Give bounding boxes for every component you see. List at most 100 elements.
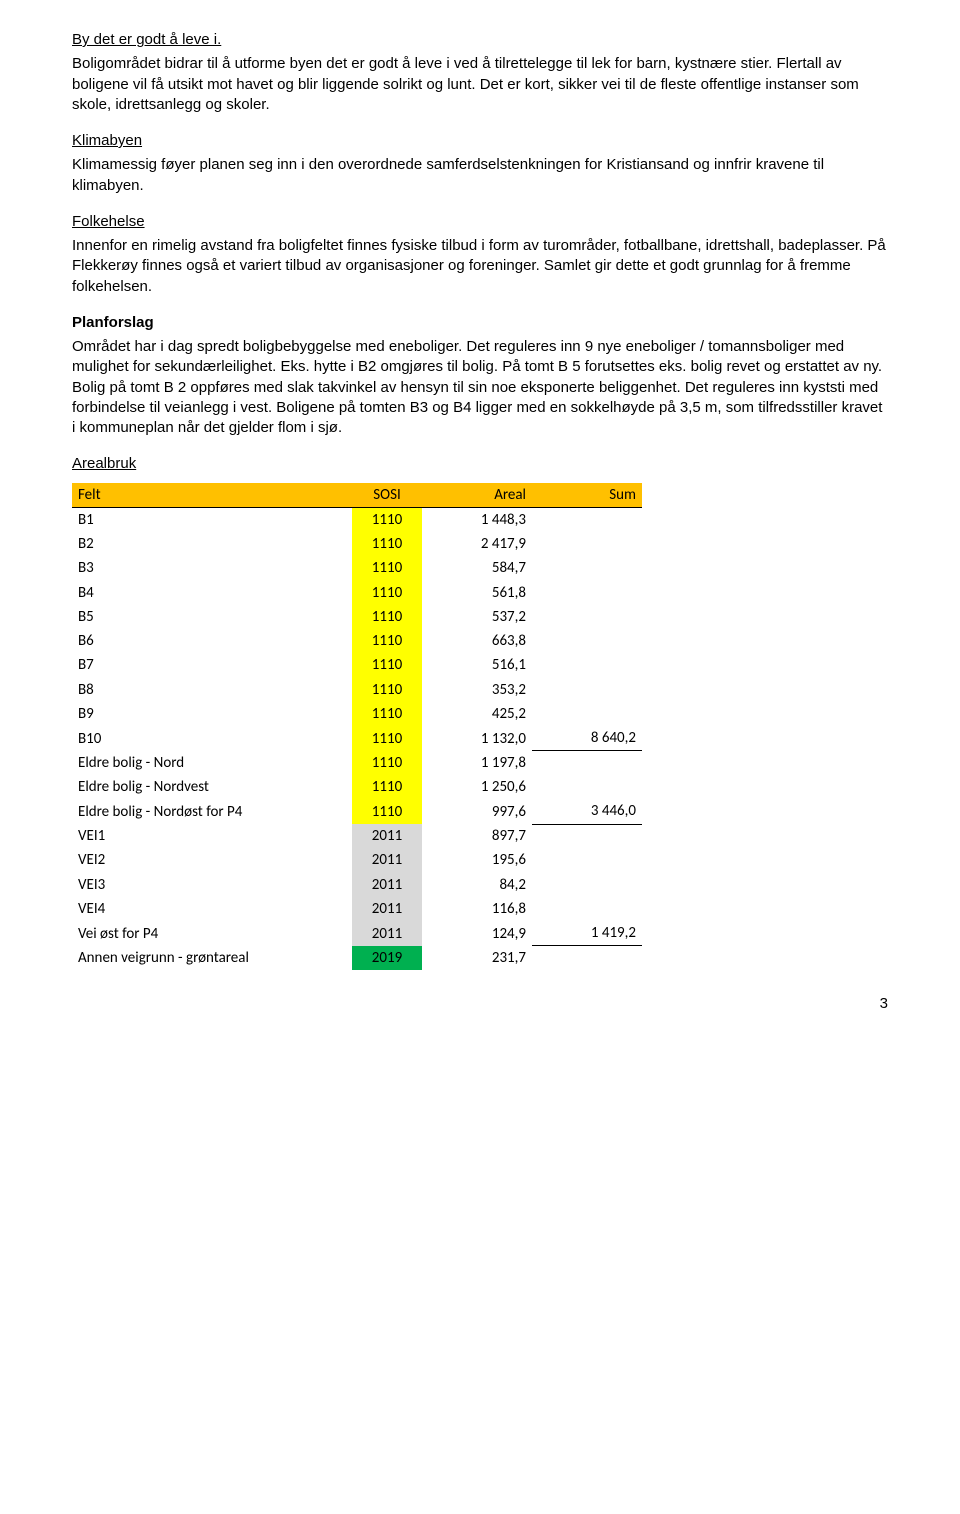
cell-sosi: 1110 — [352, 775, 422, 799]
table-row: VEI22011195,6 — [72, 848, 642, 872]
cell-sum — [532, 702, 642, 726]
cell-felt: VEI4 — [72, 897, 352, 921]
cell-felt: Eldre bolig - Nordvest — [72, 775, 352, 799]
cell-felt: B10 — [72, 726, 352, 751]
cell-sum — [532, 873, 642, 897]
cell-areal: 537,2 — [422, 605, 532, 629]
cell-sosi: 1110 — [352, 726, 422, 751]
cell-felt: B5 — [72, 605, 352, 629]
table-row: B1011101 132,08 640,2 — [72, 726, 642, 751]
table-row: Eldre bolig - Nordvest11101 250,6 — [72, 775, 642, 799]
cell-areal: 516,1 — [422, 653, 532, 677]
cell-sosi: 1110 — [352, 581, 422, 605]
cell-areal: 561,8 — [422, 581, 532, 605]
table-row: Eldre bolig - Nordøst for P41110997,63 4… — [72, 799, 642, 824]
cell-felt: B4 — [72, 581, 352, 605]
cell-sum — [532, 848, 642, 872]
cell-areal: 897,7 — [422, 824, 532, 848]
body-planforslag: Området har i dag spredt boligbebyggelse… — [72, 337, 888, 438]
section-folkehelse: Folkehelse Innenfor en rimelig avstand f… — [72, 212, 888, 297]
cell-sosi: 1110 — [352, 532, 422, 556]
cell-areal: 1 448,3 — [422, 507, 532, 532]
table-row: VEI12011897,7 — [72, 824, 642, 848]
cell-sum — [532, 581, 642, 605]
cell-sosi: 1110 — [352, 678, 422, 702]
cell-sosi: 1110 — [352, 751, 422, 775]
table-row: VEI3201184,2 — [72, 873, 642, 897]
table-body: B111101 448,3B211102 417,9B31110584,7B41… — [72, 507, 642, 970]
cell-sum — [532, 678, 642, 702]
cell-felt: VEI3 — [72, 873, 352, 897]
cell-areal: 195,6 — [422, 848, 532, 872]
cell-sum — [532, 653, 642, 677]
cell-areal: 1 250,6 — [422, 775, 532, 799]
col-sosi: SOSI — [352, 483, 422, 508]
cell-felt: B2 — [72, 532, 352, 556]
table-row: B61110663,8 — [72, 629, 642, 653]
cell-sosi: 2011 — [352, 824, 422, 848]
section-klimabyen: Klimabyen Klimamessig føyer planen seg i… — [72, 131, 888, 196]
cell-sum: 3 446,0 — [532, 799, 642, 824]
cell-sosi: 2011 — [352, 873, 422, 897]
cell-areal: 2 417,9 — [422, 532, 532, 556]
table-row: B81110353,2 — [72, 678, 642, 702]
cell-sum — [532, 507, 642, 532]
cell-sosi: 1110 — [352, 507, 422, 532]
heading-folkehelse: Folkehelse — [72, 213, 145, 230]
col-felt: Felt — [72, 483, 352, 508]
cell-sosi: 1110 — [352, 605, 422, 629]
cell-areal: 353,2 — [422, 678, 532, 702]
body-folkehelse: Innenfor en rimelig avstand fra boligfel… — [72, 236, 888, 297]
col-areal: Areal — [422, 483, 532, 508]
cell-areal: 1 197,8 — [422, 751, 532, 775]
table-row: Eldre bolig - Nord11101 197,8 — [72, 751, 642, 775]
cell-areal: 1 132,0 — [422, 726, 532, 751]
cell-sum — [532, 946, 642, 970]
cell-sosi: 2019 — [352, 946, 422, 970]
cell-felt: B7 — [72, 653, 352, 677]
cell-sum: 8 640,2 — [532, 726, 642, 751]
cell-sosi: 1110 — [352, 799, 422, 824]
cell-felt: B8 — [72, 678, 352, 702]
table-row: B71110516,1 — [72, 653, 642, 677]
heading-planforslag: Planforslag — [72, 313, 888, 333]
cell-felt: Eldre bolig - Nordøst for P4 — [72, 799, 352, 824]
cell-sum — [532, 824, 642, 848]
arealbruk-table: Felt SOSI Areal Sum B111101 448,3B211102… — [72, 483, 642, 971]
heading-arealbruk: Arealbruk — [72, 455, 136, 472]
table-row: Vei øst for P42011124,91 419,2 — [72, 921, 642, 946]
cell-sum: 1 419,2 — [532, 921, 642, 946]
cell-areal: 663,8 — [422, 629, 532, 653]
cell-areal: 84,2 — [422, 873, 532, 897]
cell-sum — [532, 629, 642, 653]
col-sum: Sum — [532, 483, 642, 508]
cell-sosi: 2011 — [352, 848, 422, 872]
cell-areal: 584,7 — [422, 556, 532, 580]
cell-areal: 231,7 — [422, 946, 532, 970]
cell-areal: 997,6 — [422, 799, 532, 824]
cell-sosi: 1110 — [352, 556, 422, 580]
cell-felt: B3 — [72, 556, 352, 580]
cell-sosi: 2011 — [352, 897, 422, 921]
body-klimabyen: Klimamessig føyer planen seg inn i den o… — [72, 155, 888, 196]
cell-sosi: 1110 — [352, 702, 422, 726]
cell-felt: Annen veigrunn - grøntareal — [72, 946, 352, 970]
table-row: B51110537,2 — [72, 605, 642, 629]
cell-areal: 116,8 — [422, 897, 532, 921]
table-row: B91110425,2 — [72, 702, 642, 726]
table-row: VEI42011116,8 — [72, 897, 642, 921]
heading-by: By det er godt å leve i. — [72, 31, 221, 48]
table-row: B41110561,8 — [72, 581, 642, 605]
cell-sum — [532, 897, 642, 921]
table-header-row: Felt SOSI Areal Sum — [72, 483, 642, 508]
cell-sosi: 1110 — [352, 629, 422, 653]
heading-klimabyen: Klimabyen — [72, 132, 142, 149]
cell-sum — [532, 605, 642, 629]
cell-sosi: 1110 — [352, 653, 422, 677]
cell-felt: B6 — [72, 629, 352, 653]
table-row: B111101 448,3 — [72, 507, 642, 532]
cell-felt: VEI1 — [72, 824, 352, 848]
cell-sum — [532, 751, 642, 775]
cell-felt: Eldre bolig - Nord — [72, 751, 352, 775]
cell-sosi: 2011 — [352, 921, 422, 946]
